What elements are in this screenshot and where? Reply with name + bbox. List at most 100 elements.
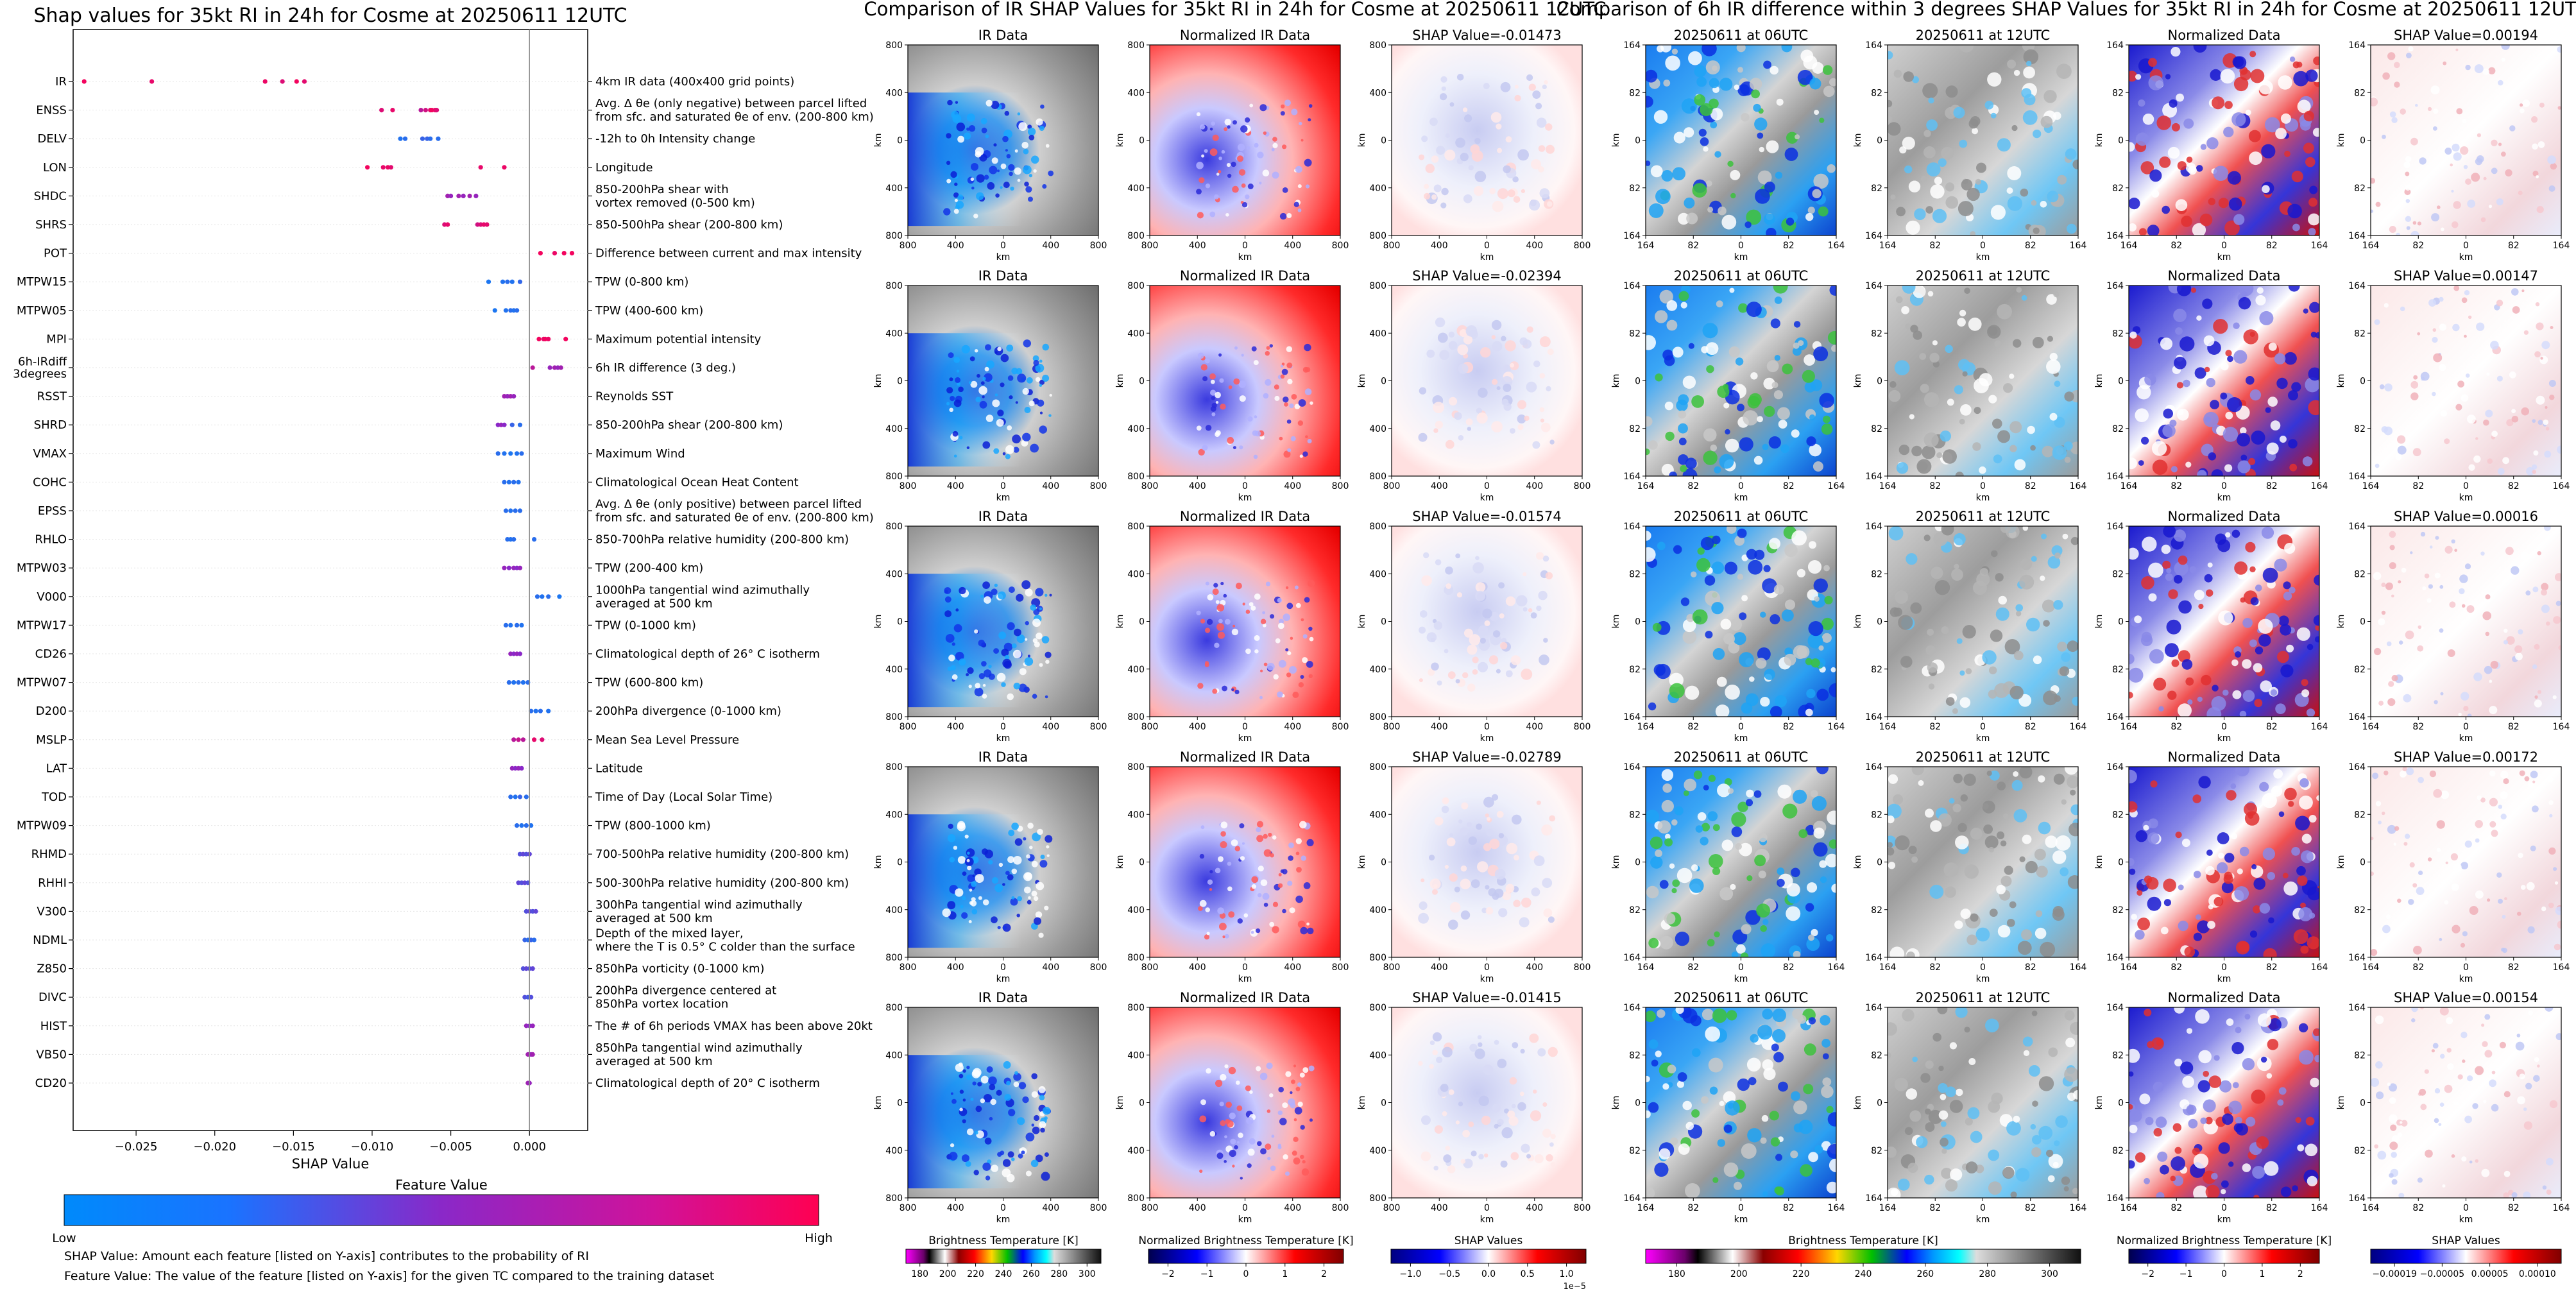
map-speckle (1737, 1078, 1750, 1091)
map-speckle (1200, 825, 1205, 830)
map-speckle (1979, 568, 1988, 577)
map-speckle (1278, 1086, 1284, 1093)
panel-xtick-label: 82 (2266, 241, 2278, 251)
map-speckle (2195, 1009, 2210, 1024)
map-speckle (1225, 1102, 1232, 1108)
map-speckle (1247, 184, 1254, 189)
map-speckle (2314, 574, 2319, 586)
panel-ytick-label: 0 (2118, 136, 2124, 146)
map-speckle (2004, 639, 2020, 654)
map-speckle (1274, 384, 1279, 390)
map-speckle (980, 1098, 985, 1104)
map-speckle (959, 586, 966, 595)
map-speckle (1735, 843, 1742, 850)
map-speckle (1712, 824, 1720, 832)
panel-ytick-label: 800 (885, 712, 903, 722)
map-speckle (1285, 1171, 1290, 1176)
map-speckle (2200, 144, 2207, 150)
map-speckle (1027, 128, 1036, 136)
map-speckle (1012, 434, 1021, 444)
map-speckle (1293, 1064, 1297, 1068)
panel-xtick-label: 400 (1431, 722, 1448, 732)
map-speckle (2384, 303, 2389, 308)
map-speckle (1019, 668, 1027, 676)
feature-name: VB50 (36, 1048, 67, 1061)
map-speckle (1245, 648, 1251, 654)
map-speckle (1760, 697, 1770, 707)
panel-xtick-label: 400 (1526, 481, 1543, 491)
panel-ytick-label: 800 (885, 762, 903, 773)
map-speckle (951, 674, 958, 680)
panel-ytick-label: 164 (1865, 281, 1882, 291)
map-speckle (2432, 1043, 2439, 1049)
map-speckle (2387, 824, 2396, 834)
map-speckle (2165, 573, 2173, 581)
map-speckle (1448, 397, 1458, 406)
map-speckle (1218, 157, 1222, 160)
map-speckle (2052, 850, 2067, 864)
map-speckle (1265, 1143, 1272, 1150)
panel-ytick-label: 0 (1139, 617, 1145, 627)
panel-xtick-label: 164 (1828, 722, 1845, 732)
map-speckle (2135, 408, 2149, 422)
map-speckle (1675, 932, 1690, 946)
map-speckle (1786, 883, 1800, 897)
map-speckle (2481, 1023, 2485, 1027)
map-speckle (1483, 83, 1490, 90)
panel-ytick-label: 82 (2112, 329, 2124, 339)
map-speckle (2021, 929, 2032, 941)
map-speckle (1678, 423, 1688, 434)
map-speckle (970, 380, 978, 388)
map-speckle (1448, 331, 1455, 338)
feature-desc: TPW (0-1000 km) (595, 619, 696, 632)
map-speckle (1539, 188, 1550, 199)
map-speckle (2015, 604, 2023, 612)
map-speckle (2405, 185, 2411, 191)
map-speckle (966, 848, 975, 857)
map-speckle (957, 382, 960, 386)
feature-name: ENSS (36, 104, 67, 117)
map-speckle (957, 194, 964, 201)
map-speckle (2375, 1015, 2384, 1025)
map-speckle (1419, 387, 1427, 395)
map-speckle (2153, 1128, 2162, 1137)
map-speckle (1723, 1124, 1732, 1133)
shap-point (515, 622, 520, 628)
map-speckle (1228, 1066, 1236, 1075)
map-speckle (1234, 689, 1240, 695)
map-speckle (1791, 530, 1807, 546)
map-speckle (1472, 656, 1479, 663)
map-speckle (2434, 700, 2438, 704)
map-speckle (1034, 917, 1041, 925)
map-speckle (1937, 1007, 1948, 1014)
panel-xtick-label: 0 (1242, 241, 1248, 251)
map-speckle (1447, 671, 1456, 679)
map-speckle (2453, 152, 2462, 161)
colorbar-tick-label: 0.00005 (2471, 1269, 2509, 1279)
map-speckle (1913, 286, 1926, 298)
map-speckle (1648, 203, 1664, 218)
panel-xtick-label: 164 (2120, 241, 2138, 251)
map-speckle (2453, 1101, 2459, 1106)
map-speckle (2372, 773, 2379, 780)
panel-xtick-label: 400 (1284, 241, 1301, 251)
map-speckle (2246, 376, 2255, 385)
map-speckle (1281, 104, 1285, 109)
map-speckle (2026, 60, 2032, 67)
map-speckle (1691, 1109, 1700, 1118)
panel-image (1646, 286, 1836, 476)
map-speckle (1776, 98, 1784, 106)
panel-ylabel: km (873, 855, 883, 869)
map-speckle (982, 441, 991, 449)
map-speckle (2045, 835, 2058, 848)
map-speckle (994, 351, 998, 354)
map-speckle (1469, 1043, 1478, 1052)
panel-xtick-label: 82 (2266, 1203, 2278, 1213)
panel-title: 20250611 at 06UTC (1674, 509, 1809, 524)
map-speckle (1271, 148, 1275, 151)
map-speckle (2151, 189, 2160, 198)
map-speckle (2293, 71, 2309, 87)
map-speckle (1533, 1089, 1537, 1094)
map-speckle (1207, 879, 1213, 885)
map-speckle (979, 400, 987, 409)
